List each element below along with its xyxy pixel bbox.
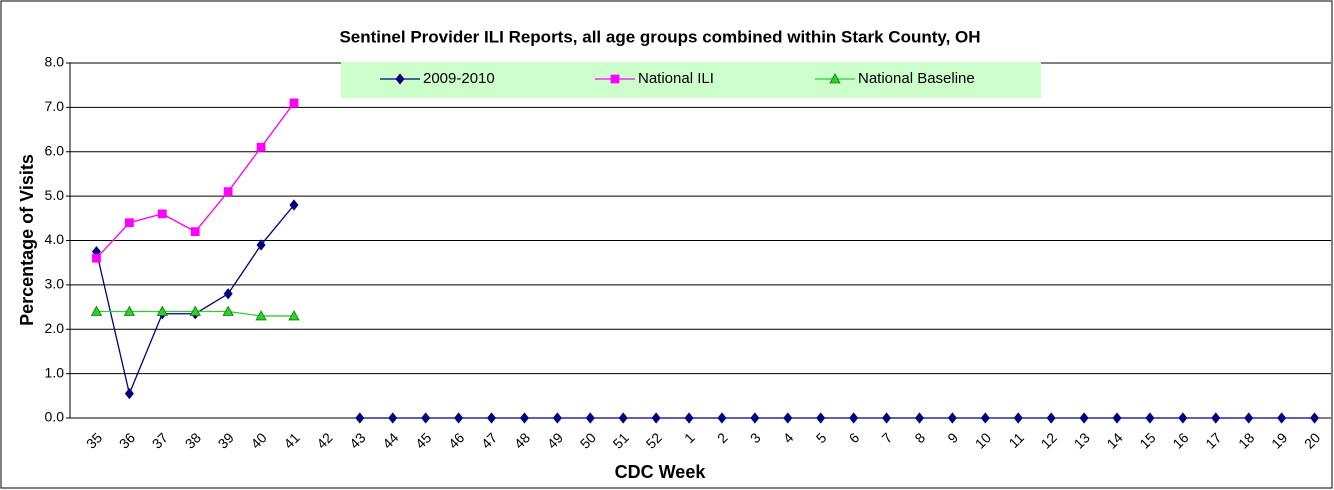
marker [256,142,266,152]
marker [289,98,299,108]
y-tick-label: 6.0 [45,142,65,158]
marker [256,239,266,251]
marker [1145,412,1155,424]
marker [189,305,201,316]
legend-label: National ILI [638,70,714,87]
marker [651,412,661,424]
marker [222,305,234,316]
marker [123,305,136,316]
marker [1046,412,1056,424]
y-axis-title: Percentage of Visits [17,154,37,326]
marker [882,412,892,424]
marker [783,412,793,424]
marker [421,412,431,424]
marker [1310,412,1320,424]
marker [816,412,826,424]
marker [355,412,365,424]
legend-label: National Baseline [858,70,975,87]
marker [980,412,990,424]
marker [585,412,595,424]
y-tick-label: 3.0 [45,276,65,292]
marker [684,412,694,424]
marker [1277,412,1287,424]
marker [156,305,168,316]
marker [124,387,134,400]
marker [829,73,841,84]
legend-label: 2009-2010 [423,70,495,87]
legend-box [341,62,1041,98]
marker [395,73,405,85]
marker [124,218,134,228]
marker [223,288,233,300]
marker [1178,412,1188,424]
marker [289,199,299,211]
marker [90,305,103,316]
marker [223,187,233,197]
marker [914,412,924,424]
legend: 2009-2010 National ILI National Baseline [341,62,1041,98]
marker [487,412,497,424]
y-tick-label: 5.0 [45,187,65,203]
marker [552,412,562,424]
marker [1079,412,1089,424]
y-tick-label: 7.0 [45,98,65,114]
marker [388,412,398,424]
x-axis-title: CDC Week [615,462,707,482]
y-tick-label: 8.0 [45,54,65,70]
y-tick-label: 2.0 [45,320,65,336]
marker [1112,412,1122,424]
marker [1013,412,1023,424]
marker [92,253,101,263]
marker [849,412,859,424]
marker [454,412,464,424]
y-tick-label: 1.0 [45,364,65,380]
marker [618,412,628,424]
marker [288,310,300,321]
marker [157,209,167,219]
marker [1211,412,1221,424]
marker [190,227,200,237]
y-tick-label: 4.0 [45,231,65,247]
marker [610,74,620,84]
marker [1244,412,1254,424]
marker [717,412,727,424]
y-tick-label: 0.0 [45,409,65,425]
marker [519,412,529,424]
marker [255,310,267,321]
chart-title: Sentinel Provider ILI Reports, all age g… [339,27,980,46]
marker [750,412,760,424]
marker [947,412,957,424]
